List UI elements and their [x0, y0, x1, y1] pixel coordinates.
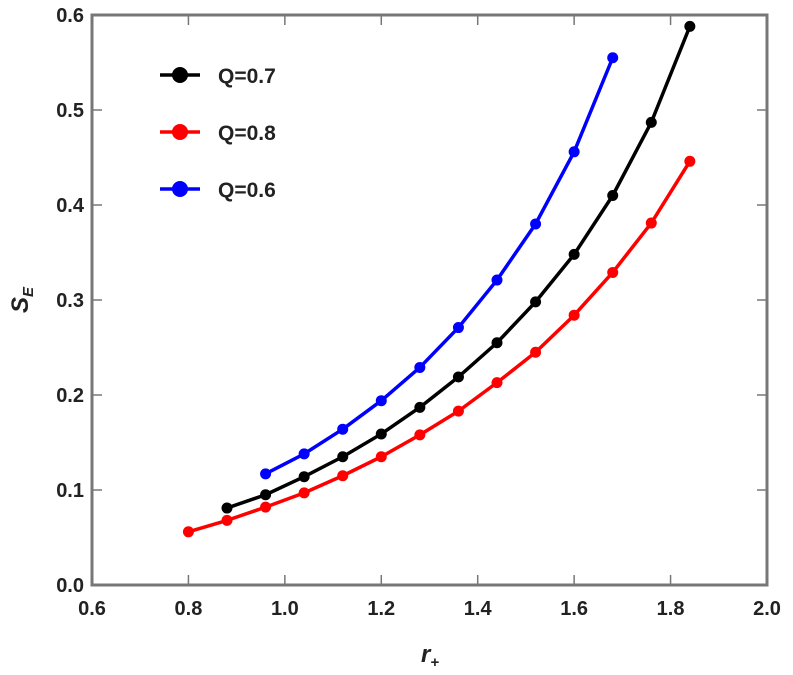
data-point [530, 296, 542, 308]
data-point [414, 401, 426, 413]
data-point [568, 309, 580, 321]
data-point [375, 395, 387, 407]
legend-marker [172, 124, 188, 140]
x-tick-label: 1.0 [271, 598, 299, 620]
x-tick-label: 2.0 [753, 598, 781, 620]
data-point [452, 371, 464, 383]
data-point [607, 266, 619, 278]
y-tick-label: 0.2 [56, 385, 84, 407]
x-tick-label: 1.8 [657, 598, 685, 620]
data-point [452, 405, 464, 417]
data-point [337, 423, 349, 435]
data-point [298, 487, 310, 499]
plot-frame [90, 13, 769, 587]
data-point [260, 468, 272, 480]
x-tick-label: 0.8 [175, 598, 203, 620]
legend-marker [172, 181, 188, 197]
y-tick-label: 0.0 [56, 575, 84, 597]
data-point [530, 218, 542, 230]
legend-label: Q=0.7 [218, 65, 276, 88]
x-label-sub: + [430, 654, 439, 670]
data-point [260, 489, 272, 501]
data-point [607, 190, 619, 201]
data-point [414, 429, 426, 441]
x-tick-label: 1.6 [560, 598, 588, 620]
x-tick-label: 1.4 [464, 598, 493, 620]
y-tick-label: 0.6 [56, 5, 84, 27]
data-point [221, 514, 233, 526]
data-point [375, 428, 387, 440]
data-point [530, 346, 542, 358]
data-point [491, 377, 503, 389]
x-label-main: r [421, 641, 432, 668]
data-point [568, 248, 580, 260]
data-point [298, 471, 310, 483]
data-point [260, 501, 272, 513]
data-point [607, 52, 619, 64]
data-point [337, 451, 349, 463]
data-point [684, 20, 696, 32]
x-tick-label: 1.2 [367, 598, 395, 620]
x-tick-label: 0.6 [78, 598, 106, 620]
legend-marker [172, 67, 188, 83]
series-line [264, 57, 615, 476]
series-line [187, 160, 692, 534]
data-point [375, 451, 387, 463]
data-point [414, 361, 426, 373]
y-tick-label: 0.1 [56, 480, 84, 502]
y-label-main: S [7, 297, 34, 313]
legend-label: Q=0.8 [218, 122, 276, 145]
data-point [684, 155, 696, 167]
data-point [337, 470, 349, 482]
y-tick-label: 0.5 [56, 100, 84, 122]
y-axis-label: SE [7, 286, 37, 313]
data-point [491, 274, 503, 286]
y-tick-label: 0.3 [56, 290, 84, 312]
y-tick-label: 0.4 [56, 195, 85, 217]
legend-label: Q=0.6 [218, 179, 276, 202]
data-point [491, 337, 503, 349]
data-point [182, 526, 194, 538]
x-axis-label: r+ [421, 641, 439, 670]
data-point [221, 502, 233, 514]
data-point [568, 146, 580, 158]
y-label-sub: E [20, 286, 37, 297]
data-point [298, 448, 310, 460]
data-point [645, 217, 657, 229]
data-point [645, 116, 657, 128]
data-point [452, 322, 464, 334]
